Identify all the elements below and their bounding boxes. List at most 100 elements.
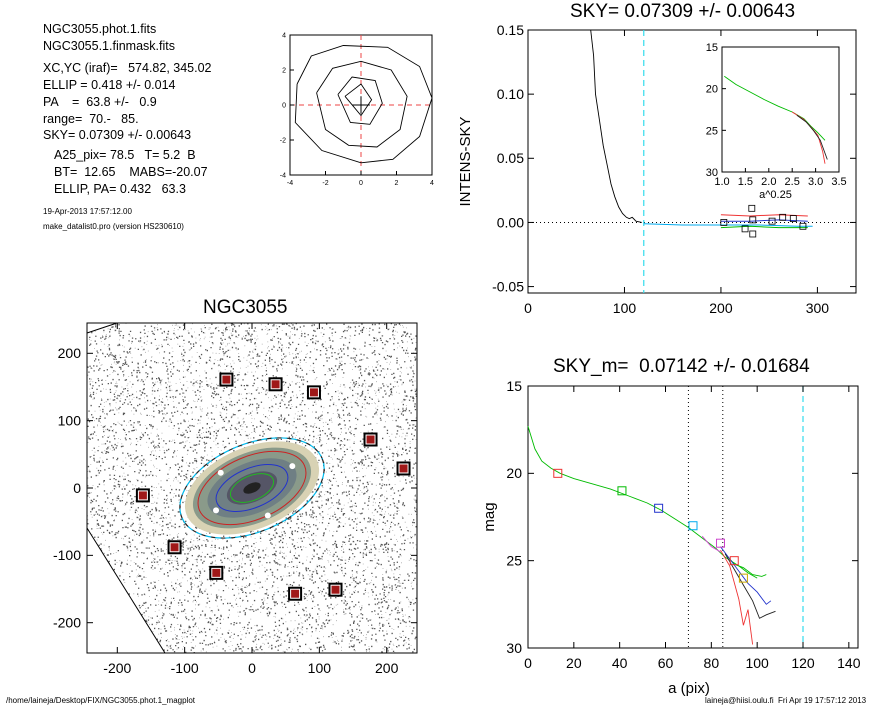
mag-xtick-label: 60 [658, 655, 674, 671]
sky-line: SKY= 0.07309 +/- 0.00643 [43, 128, 192, 142]
ellip-pa-line: ELLIP, PA= 0.432 63.3 [54, 182, 186, 196]
sky-level-line-1 [720, 225, 808, 229]
galaxy-ytick-label: 100 [58, 413, 82, 429]
mask-box-fill [331, 585, 340, 594]
galaxy-xtick-label: 100 [308, 660, 332, 676]
mag-marker [617, 486, 627, 496]
sky-marker [749, 230, 757, 238]
galaxy-xtick-label: 200 [375, 660, 399, 676]
sky-ytick-label: 0.00 [497, 214, 524, 230]
galaxy-contour-green [229, 473, 275, 503]
contour-xtick-label: -4 [287, 180, 293, 187]
mag-marker [553, 468, 563, 478]
sky-marker [741, 225, 749, 233]
footer-path: /home/laineja/Desktop/FIX/NGC3055.phot.1… [6, 696, 195, 705]
sky-ytick-label: -0.05 [492, 278, 524, 294]
galaxy-star-dot [264, 512, 271, 519]
mag-series-2 [720, 546, 772, 605]
sky-level-line-0 [643, 223, 813, 227]
galaxy-ytick-label: 0 [73, 480, 81, 496]
mask-box-fill [399, 464, 408, 473]
galaxy-core [243, 482, 261, 494]
inset-xlabel: a^0.25 [759, 189, 792, 201]
mag-xtick-label: 80 [704, 655, 720, 671]
mag-ylabel: mag [481, 502, 498, 531]
galaxy-edge-top [86, 322, 118, 334]
range-line: range= 70.- 85. [43, 112, 139, 126]
program-line: make_datalist0.pro (version HS230610) [43, 222, 184, 231]
sky-chart-frame [527, 29, 857, 294]
mag-ytick-label: 15 [506, 378, 522, 394]
mag-marker [716, 538, 725, 548]
mag-xtick-label: 140 [837, 655, 861, 671]
galaxy-image-title: NGC3055 [203, 297, 288, 318]
inset-xtick-label: 1.5 [738, 176, 753, 188]
inset-xtick-label: 3.5 [831, 176, 846, 188]
contour-xtick-label: 2 [395, 180, 399, 187]
sky-xtick-label: 200 [709, 300, 733, 316]
contour-xtick-label: -2 [322, 180, 328, 187]
mask-box-fill [212, 568, 221, 577]
contour-ytick-label: -2 [280, 138, 286, 145]
sky-xtick-label: 0 [524, 300, 532, 316]
sky-marker [789, 215, 797, 222]
mask-box-fill [291, 589, 300, 598]
mag-series-5 [701, 535, 721, 553]
galaxy-star-dot [217, 469, 224, 476]
mask-box-fill [271, 380, 280, 389]
inset-xtick-label: 3.0 [808, 176, 823, 188]
sky-marker [799, 222, 807, 230]
inset-ytick-label: 20 [706, 84, 718, 96]
galaxy-xtick-label: -100 [171, 660, 199, 676]
sky-ytick-label: 0.10 [497, 86, 524, 102]
sky-chart-title: SKY= 0.07309 +/- 0.00643 [570, 1, 796, 22]
sky-marker [749, 216, 757, 224]
contour-xtick-label: 0 [359, 180, 363, 187]
mask-box-fill [366, 435, 375, 444]
mask-box-fill [138, 491, 147, 500]
contour-line-1 [316, 60, 408, 148]
a25-line: A25_pix= 78.5 T= 5.2 B [54, 148, 196, 162]
inset-ytick-label: 25 [706, 125, 718, 137]
galaxy-edge-left [86, 527, 166, 654]
mag-xtick-label: 120 [791, 655, 815, 671]
mag-xtick-label: 0 [524, 655, 532, 671]
contour-ytick-label: -4 [280, 173, 286, 180]
galaxy-xtick-label: -200 [103, 660, 131, 676]
contour-ytick-label: 2 [282, 68, 286, 75]
sky-inset-frame [721, 46, 840, 173]
inset-ytick-label: 30 [706, 167, 718, 179]
sky-profile-curve [590, 29, 642, 223]
mag-xtick-label: 40 [612, 655, 628, 671]
galaxy-star-dot [213, 507, 220, 514]
galaxy-body [179, 437, 325, 539]
sky-ylabel: INTENS-SKY [457, 116, 474, 206]
contour-ytick-label: 0 [282, 103, 286, 110]
mask-box-fill [170, 543, 179, 552]
galaxy-xtick-label: 0 [248, 660, 256, 676]
sky-inset-series-2 [796, 114, 828, 160]
ellip-line: ELLIP = 0.418 +/- 0.014 [43, 78, 176, 92]
bt-line: BT= 12.65 MABS=-20.07 [54, 165, 208, 179]
inset-ytick-label: 15 [706, 42, 718, 54]
mag-marker [688, 521, 698, 531]
mag-ytick-label: 20 [506, 465, 522, 481]
inset-xtick-label: 1.0 [714, 176, 729, 188]
galaxy-ytick-label: -200 [53, 615, 81, 631]
pa-line: PA = 63.8 +/- 0.9 [43, 95, 157, 109]
galaxy-contour-blue [215, 464, 289, 512]
contour-line-0 [294, 45, 433, 164]
mag-marker [729, 556, 739, 566]
inset-xtick-label: 2.0 [761, 176, 776, 188]
mag-ytick-label: 25 [506, 553, 522, 569]
contour-ytick-label: 4 [282, 33, 286, 40]
mag-xlabel: a (pix) [668, 680, 710, 697]
mag-xtick-label: 100 [745, 655, 769, 671]
date-line: 19-Apr-2013 17:57:12.00 [43, 207, 132, 216]
mag-ytick-label: 30 [506, 640, 522, 656]
mask-box-fill [309, 388, 318, 397]
sky-marker [748, 204, 756, 212]
mag-xtick-label: 20 [566, 655, 582, 671]
contour-line-3 [344, 83, 373, 117]
